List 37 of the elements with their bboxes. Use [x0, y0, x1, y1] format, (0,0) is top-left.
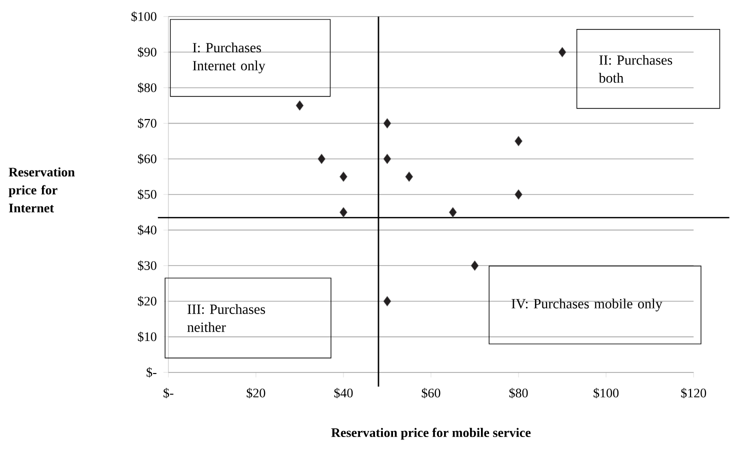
x-tick-label: $60	[422, 388, 440, 398]
y-axis-title: Reservation price for Internet	[8, 167, 75, 213]
annotation: III: Purchases neither	[187, 304, 266, 332]
annotation: II: Purchases both	[598, 55, 672, 83]
y-tick-label: $60	[138, 154, 156, 164]
point	[470, 260, 479, 272]
y-tick-label: $10	[138, 332, 156, 342]
y-tick-label: $30	[138, 260, 156, 271]
x-tick-label: $120	[681, 388, 706, 398]
y-tick-label: $90	[138, 47, 156, 58]
annotation: IV: Purchases mobile only	[512, 298, 662, 312]
point	[318, 154, 326, 164]
point	[339, 207, 348, 218]
y-tick-label: $-	[146, 367, 156, 378]
point	[383, 154, 392, 164]
y-tick-label: $50	[138, 189, 156, 200]
x-tick-label: $40	[334, 388, 353, 398]
y-tick-label: $100	[131, 12, 156, 22]
x-tick-label: $100	[594, 388, 619, 398]
point	[514, 136, 523, 146]
point	[405, 172, 414, 182]
point	[514, 189, 523, 200]
point	[383, 118, 392, 129]
x-tick-label: $-	[164, 388, 174, 398]
y-tick-label: $20	[138, 296, 156, 307]
point	[558, 47, 566, 58]
point	[448, 207, 457, 218]
y-tick-label: $70	[138, 118, 156, 129]
x-tick-label: $80	[509, 388, 528, 398]
y-tick-label: $80	[138, 82, 156, 94]
point	[339, 172, 348, 182]
point	[296, 100, 304, 111]
y-tick-label: $40	[138, 225, 156, 236]
x-axis-title: Reservation price for mobile service	[331, 428, 531, 440]
x-tick-label: $20	[246, 388, 266, 398]
point	[383, 296, 392, 307]
annotation: I: Purchases Internet only	[192, 42, 266, 74]
